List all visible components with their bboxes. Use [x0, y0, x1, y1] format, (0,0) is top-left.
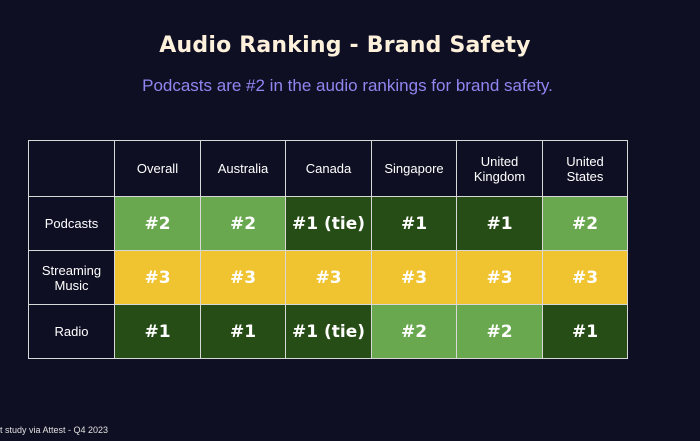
- column-header: Overall: [114, 140, 201, 197]
- rank-cell: #1: [456, 196, 543, 251]
- rank-cell: #1 (tie): [285, 196, 372, 251]
- rank-cell: #1 (tie): [285, 304, 372, 359]
- table-row: Radio #1 #1 #1 (tie) #2 #2 #1: [28, 304, 628, 359]
- column-header-label: Singapore: [384, 161, 444, 176]
- ranking-table: Overall Australia Canada Singapore Unite…: [28, 140, 628, 359]
- column-header-label: Canada: [305, 161, 352, 176]
- column-header-label: Australia: [217, 161, 269, 176]
- column-header-label: United: [566, 153, 604, 169]
- table-header-row: Overall Australia Canada Singapore Unite…: [28, 140, 628, 197]
- rank-cell: #3: [114, 250, 201, 305]
- rank-cell: #1: [371, 196, 457, 251]
- column-header: Canada: [285, 140, 372, 197]
- page-title: Audio Ranking - Brand Safety: [159, 33, 531, 58]
- rank-cell: #3: [200, 250, 286, 305]
- column-header: United Kingdom: [456, 140, 543, 197]
- rank-cell: #3: [371, 250, 457, 305]
- rank-cell: #2: [114, 196, 201, 251]
- row-label-text: Music: [54, 277, 89, 293]
- column-header-label: United: [480, 153, 519, 169]
- column-header: Singapore: [371, 140, 457, 197]
- table-row: Podcasts #2 #2 #1 (tie) #1 #1 #2: [28, 196, 628, 251]
- rank-cell: #3: [456, 250, 543, 305]
- row-label-text: Podcasts: [44, 216, 99, 231]
- rank-cell: #2: [371, 304, 457, 359]
- rank-cell: #3: [542, 250, 628, 305]
- rank-cell: #1: [542, 304, 628, 359]
- column-header-label: Overall: [136, 161, 179, 176]
- rank-cell: #1: [114, 304, 201, 359]
- rank-cell: #2: [200, 196, 286, 251]
- rank-cell: #1: [200, 304, 286, 359]
- rank-cell: #2: [542, 196, 628, 251]
- rank-cell: #2: [456, 304, 543, 359]
- row-label: Streaming Music: [28, 250, 115, 305]
- column-header: Australia: [200, 140, 286, 197]
- page-subtitle: Podcasts are #2 in the audio rankings fo…: [142, 76, 553, 95]
- column-header-label: States: [566, 168, 604, 184]
- row-label-text: Radio: [54, 324, 89, 339]
- source-footnote: t study via Attest - Q4 2023: [0, 425, 109, 435]
- column-header: United States: [542, 140, 628, 197]
- row-label-text: Streaming: [41, 262, 102, 278]
- table-row: Streaming Music #3 #3 #3 #3 #3 #3: [28, 250, 628, 305]
- column-header-label: Kingdom: [473, 168, 526, 184]
- table-corner-cell: [28, 140, 115, 197]
- row-label: Podcasts: [28, 196, 115, 251]
- rank-cell: #3: [285, 250, 372, 305]
- row-label: Radio: [28, 304, 115, 359]
